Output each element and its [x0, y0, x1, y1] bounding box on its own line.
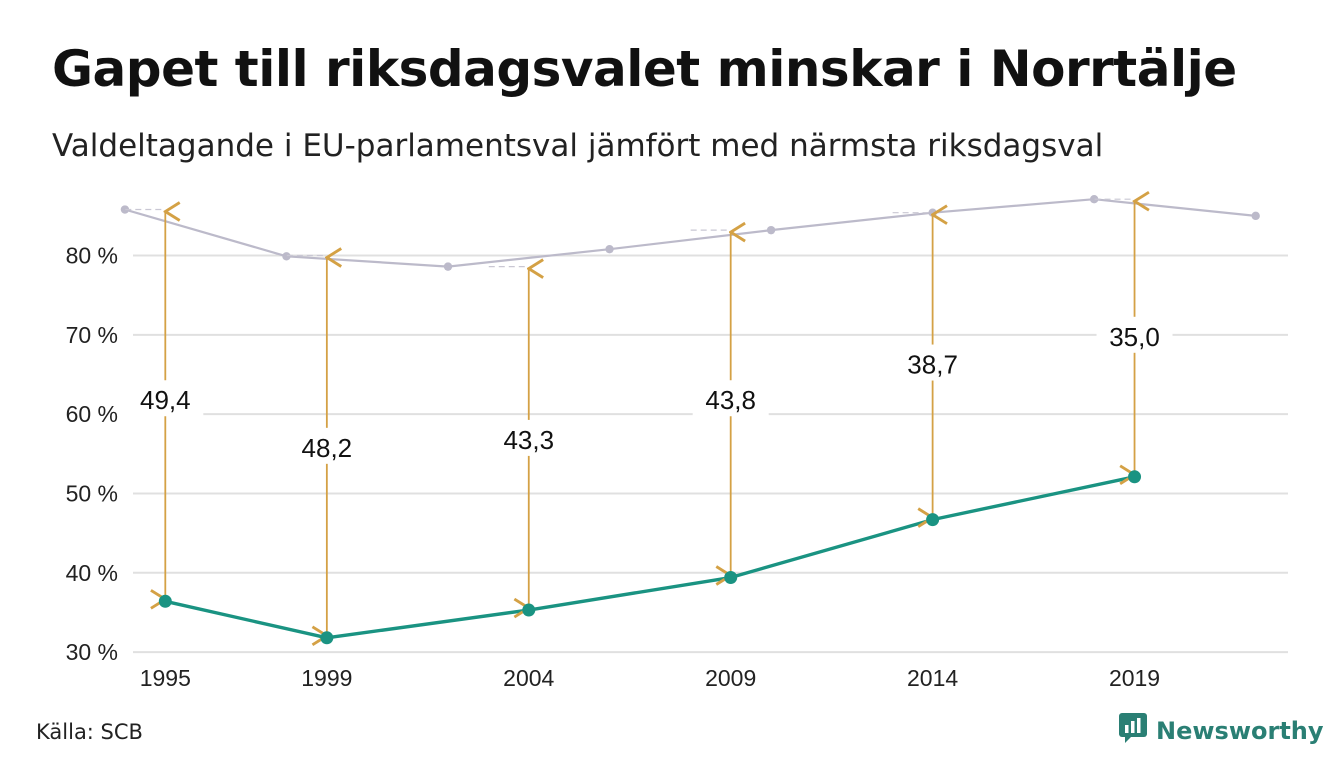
chart-title: Gapet till riksdagsvalet minskar i Norrt…	[52, 40, 1237, 98]
x-axis: 1995 1999 2004 2009 2014 2019	[140, 665, 1160, 691]
x-tick-label: 2009	[705, 665, 756, 691]
brand-name: Newsworthy	[1156, 716, 1324, 745]
x-tick-label: 1995	[140, 665, 191, 691]
gap-label-bg	[490, 419, 567, 456]
riksdag-point	[1251, 211, 1260, 221]
x-tick-label: 2019	[1109, 665, 1160, 691]
eu-point	[320, 631, 334, 645]
gap-label-bg	[1096, 316, 1173, 353]
eu-point	[522, 603, 536, 617]
gap-label: 48,2	[302, 433, 353, 463]
y-tick-label: 80 %	[66, 243, 118, 269]
chart-subtitle: Valdeltagande i EU-parlamentsval jämfört…	[52, 128, 1104, 164]
x-tick-label: 2004	[503, 665, 554, 691]
x-tick-label: 2014	[907, 665, 958, 691]
y-tick-label: 70 %	[66, 322, 118, 348]
riksdag-point	[120, 205, 130, 214]
brand-logo[interactable]: Newsworthy	[1118, 712, 1324, 749]
riksdag-point	[443, 262, 453, 271]
eu-series	[164, 475, 1135, 640]
riksdag-point	[282, 252, 291, 261]
gap-label: 43,3	[503, 425, 554, 455]
source-note: Källa: SCB	[36, 720, 143, 744]
gap-label-bg	[288, 427, 365, 464]
y-tick-label: 40 %	[66, 560, 118, 586]
eu-point	[724, 571, 738, 585]
gap-label: 35,0	[1109, 322, 1160, 352]
gap-label: 43,8	[705, 385, 756, 415]
riksdag-series	[120, 195, 1260, 271]
gap-label-bg	[127, 380, 204, 417]
riksdag-point	[766, 225, 776, 235]
riksdag-point	[605, 244, 614, 254]
newsworthy-logo-icon	[1118, 712, 1148, 749]
gap-label-bg	[692, 380, 769, 417]
gap-arrows: 49,4 48,2 43,3 43,8 38,7 35,0	[125, 199, 1173, 645]
eu-line	[164, 475, 1135, 640]
riksdag-point	[1089, 195, 1099, 204]
y-tick-label: 50 %	[66, 480, 118, 506]
eu-point	[926, 513, 940, 527]
x-tick-label: 1999	[301, 665, 352, 691]
eu-point	[158, 594, 172, 608]
y-axis: 30 % 40 % 50 % 60 % 70 % 80 %	[66, 243, 118, 666]
gap-label-bg	[894, 344, 971, 381]
y-tick-label: 60 %	[66, 401, 118, 427]
gap-label: 38,7	[907, 350, 958, 380]
y-tick-label: 30 %	[66, 639, 118, 665]
eu-point	[1128, 470, 1142, 484]
gap-label: 49,4	[140, 385, 191, 415]
